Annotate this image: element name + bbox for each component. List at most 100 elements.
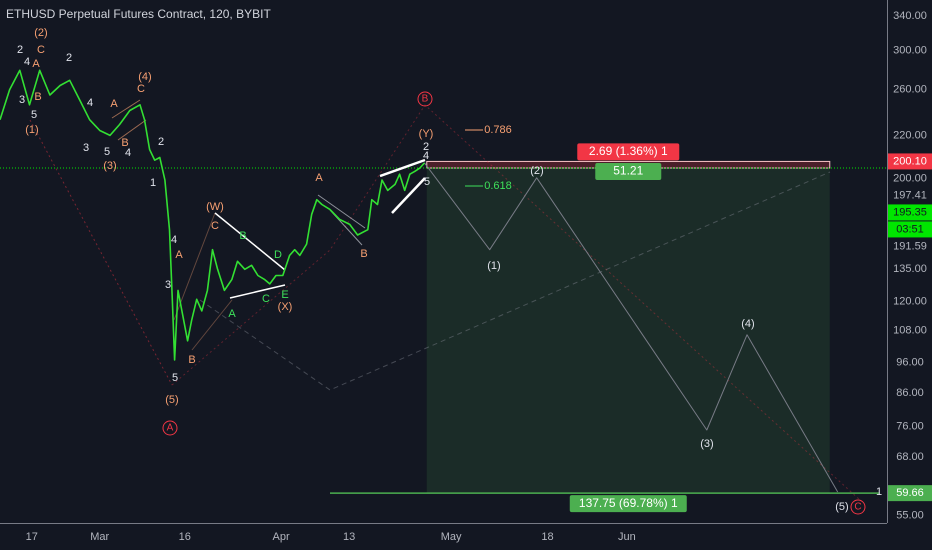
wave-label: 4 (423, 150, 429, 162)
wedge-line (379, 158, 426, 214)
wave-label: B (239, 230, 246, 242)
stop-label: 2.69 (1.36%) 1 (589, 144, 668, 158)
x-tick-label: Apr (273, 531, 290, 543)
wave-label: B (121, 137, 128, 149)
wave-label: A (110, 98, 118, 110)
wave-label: 1 (876, 486, 882, 498)
wave-label: 2 (17, 44, 23, 56)
wave-label: (X) (278, 301, 293, 313)
target-label-box (569, 495, 687, 513)
wave-label: (2) (530, 165, 543, 177)
y-tick-label: 260.00 (893, 84, 927, 96)
wave-label: 2 (423, 141, 429, 153)
wave-circle (850, 499, 866, 515)
stop-label-box (577, 143, 680, 161)
x-tick-label: 13 (343, 531, 355, 543)
price-tag (888, 153, 932, 170)
wave-label: (5) (835, 501, 848, 513)
y-tick-label: 76.00 (896, 421, 924, 433)
x-tick-label: 17 (26, 531, 38, 543)
wave-label: (4) (741, 318, 754, 330)
wave-label: 5 (31, 109, 37, 121)
wave-label: C (262, 293, 270, 305)
wave-label: 5 (172, 372, 178, 384)
countdown-tag (888, 221, 932, 238)
dotted-wave-line (29, 119, 173, 386)
wave-label: C (137, 83, 145, 95)
wave-circle (417, 91, 433, 107)
wave-label: E (281, 289, 288, 301)
wave-label: A (228, 308, 236, 320)
y-tick-label: 191.59 (893, 240, 927, 252)
wave-label: 4 (87, 97, 93, 109)
wave-label: A (167, 423, 174, 434)
projection-line (424, 162, 839, 493)
entry-label-box (595, 163, 662, 181)
wave-label: B (360, 248, 367, 260)
wave-label: (Y) (419, 128, 434, 140)
wave-label: A (32, 58, 40, 70)
wave-label: (3) (700, 438, 713, 450)
wave-label: C (211, 220, 219, 232)
price-tag (888, 204, 932, 221)
target-zone (426, 168, 830, 494)
axis-labels: 17 Mar 16 Apr 13 May 18 Jun340.00300.00260.0022… (26, 10, 932, 543)
wave-label: (5) (165, 394, 178, 406)
wave-label: 5 (104, 146, 110, 158)
wave-label: 4 (125, 147, 131, 159)
wave-label: B (188, 354, 195, 366)
price-tag-label: 195.35 (893, 206, 927, 218)
channel-line (111, 99, 147, 141)
target-label: 137.75 (69.78%) 1 (579, 496, 678, 510)
wave-label: 5 (424, 176, 430, 188)
wave-label: 3 (165, 279, 171, 291)
price-lines (0, 69, 839, 493)
wave-label: 1 (150, 177, 156, 189)
wave-label: D (274, 249, 282, 261)
x-tick-label: Jun (618, 531, 636, 543)
x-tick-label: 16 (179, 531, 191, 543)
y-tick-label: 197.41 (893, 189, 927, 201)
wave-label: 3 (83, 142, 89, 154)
wave-label: (2) (34, 27, 47, 39)
wave-label: B (422, 94, 429, 105)
y-tick-label: 86.00 (896, 387, 924, 399)
y-tick-label: 200.00 (893, 172, 927, 184)
entry-label: 51.21 (613, 164, 643, 178)
wave-label: 0.786 (484, 124, 512, 136)
wave-circle (162, 420, 178, 436)
wave-label: (3) (103, 160, 116, 172)
wave-label: 4 (171, 234, 177, 246)
y-tick-label: 108.00 (893, 324, 927, 336)
wave-label: A (175, 249, 183, 261)
wave-label: (1) (487, 260, 500, 272)
y-tick-label: 220.00 (893, 129, 927, 141)
wave-label: A (315, 172, 323, 184)
wave-label: (4) (138, 71, 151, 83)
wave-label: 0.618 (484, 180, 512, 192)
wave-label: C (854, 502, 861, 513)
price-tag-label: 59.66 (896, 487, 924, 499)
wave-label: 2 (158, 136, 164, 148)
wave-label: C (37, 44, 45, 56)
chart-title: ETHUSD Perpetual Futures Contract, 120, … (6, 7, 271, 21)
price-tag (888, 485, 932, 502)
price-axis (887, 0, 932, 550)
price-tag-label: 200.10 (893, 155, 927, 167)
y-tick-label: 96.00 (896, 357, 924, 369)
decorations (29, 99, 861, 501)
countdown-label: 03:51 (896, 223, 924, 235)
wave-label: (1) (25, 124, 38, 136)
x-tick-label: May (441, 531, 462, 543)
y-tick-label: 340.00 (893, 10, 927, 22)
wave-label: 2 (66, 52, 72, 64)
y-tick-label: 300.00 (893, 44, 927, 56)
y-tick-label: 135.00 (893, 263, 927, 275)
wave-label: B (34, 91, 41, 103)
wave-label: 4 (24, 56, 30, 68)
y-tick-label: 120.00 (893, 295, 927, 307)
wave-label: 3 (19, 94, 25, 106)
y-tick-label: 68.00 (896, 451, 924, 463)
y-tick-label: 55.00 (896, 509, 924, 521)
